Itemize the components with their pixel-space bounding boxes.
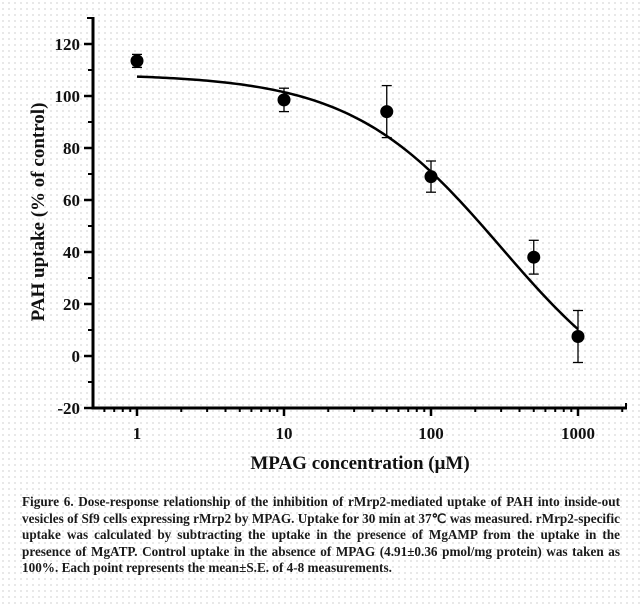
data-point: [130, 54, 144, 68]
data-point: [527, 250, 541, 264]
data-point: [380, 105, 394, 119]
y-tick-label: 80: [63, 139, 80, 158]
fit-curve-layer: [136, 75, 579, 331]
x-tick-label: 1: [133, 424, 142, 443]
x-tick-label: 100: [418, 424, 444, 443]
y-axis-title: PAH uptake (% of control): [28, 103, 49, 322]
caption-label: Figure 6.: [22, 494, 74, 509]
data-points-layer: [130, 53, 585, 364]
y-tick-label: 60: [63, 191, 80, 210]
y-tick-label: 100: [55, 87, 81, 106]
y-tick-label: 120: [55, 35, 81, 54]
x-tick-label: 10: [276, 424, 293, 443]
data-point: [277, 93, 291, 107]
y-tick-label: 0: [72, 347, 81, 366]
fit-curve-line: [136, 75, 579, 331]
figure-caption: Figure 6. Dose-response relationship of …: [22, 494, 620, 577]
y-tick-label: 20: [63, 295, 80, 314]
x-axis-title: MPAG concentration (μM): [250, 453, 469, 474]
data-point: [571, 330, 585, 343]
y-tick-label: 40: [63, 243, 80, 262]
y-tick-label: -20: [57, 399, 80, 418]
caption-text: Dose-response relationship of the inhibi…: [22, 494, 620, 575]
data-point: [424, 170, 438, 184]
x-tick-label: 1000: [561, 424, 595, 443]
